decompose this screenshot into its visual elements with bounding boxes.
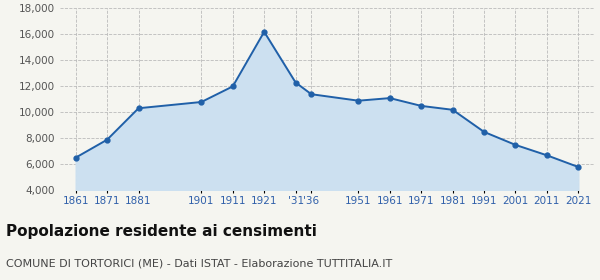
Text: Popolazione residente ai censimenti: Popolazione residente ai censimenti: [6, 224, 317, 239]
Text: COMUNE DI TORTORICI (ME) - Dati ISTAT - Elaborazione TUTTITALIA.IT: COMUNE DI TORTORICI (ME) - Dati ISTAT - …: [6, 259, 392, 269]
